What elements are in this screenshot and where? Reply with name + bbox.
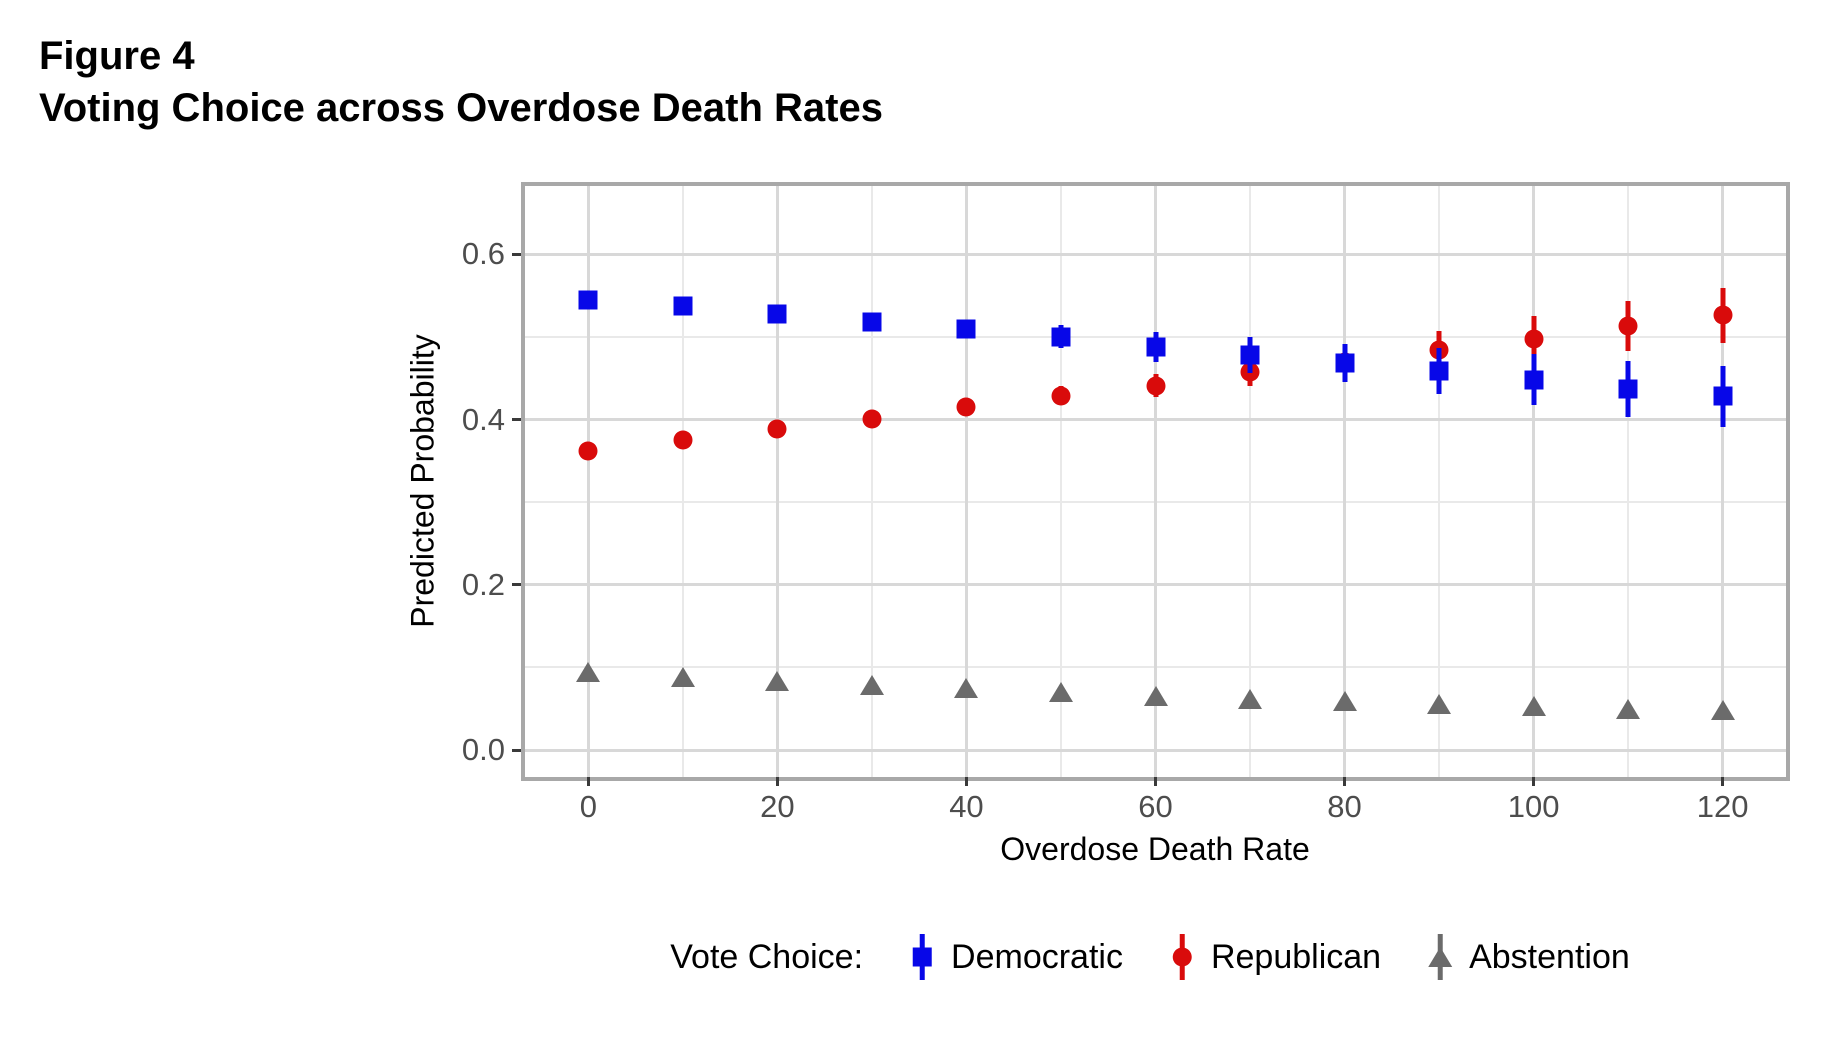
- point-democratic: [1618, 379, 1638, 399]
- y-tick-mark: [512, 418, 521, 421]
- x-tick-mark: [775, 777, 779, 786]
- y-tick-label: 0.0: [461, 732, 505, 768]
- point-democratic: [956, 319, 976, 339]
- gridline-x-major: [775, 186, 779, 777]
- point-abstention: [1048, 682, 1073, 703]
- point-democratic: [1524, 370, 1544, 390]
- x-tick-label: 0: [579, 789, 597, 824]
- y-tick-label: 0.4: [461, 401, 505, 437]
- gridline-x-major: [1532, 186, 1536, 777]
- legend-label: Abstention: [1469, 937, 1630, 976]
- point-democratic: [1240, 345, 1260, 365]
- point-abstention: [670, 666, 695, 687]
- x-tick-label: 40: [949, 789, 984, 824]
- x-tick-mark: [1343, 777, 1347, 786]
- y-tick-mark: [512, 583, 521, 587]
- x-tick-mark: [1154, 777, 1157, 786]
- legend: Vote Choice: Democratic Republican Abstent…: [670, 934, 1630, 980]
- point-democratic: [673, 296, 693, 316]
- gridline-y-major: [525, 748, 1786, 752]
- y-tick-label: 0.2: [461, 566, 505, 602]
- gridline-x-minor: [1059, 186, 1062, 777]
- gridline-y-major: [525, 252, 1786, 256]
- point-democratic: [1051, 327, 1071, 347]
- point-abstention: [576, 662, 601, 683]
- x-tick-label: 120: [1696, 789, 1749, 824]
- point-abstention: [954, 678, 979, 699]
- gridline-x-major: [586, 186, 590, 777]
- legend-item-democratic: Democratic: [909, 934, 1123, 980]
- point-democratic: [767, 304, 787, 324]
- legend-key-triangle: [1427, 934, 1453, 980]
- point-democratic: [862, 312, 882, 332]
- point-republican: [1618, 316, 1638, 336]
- x-tick-label: 100: [1507, 789, 1560, 824]
- x-tick-mark: [964, 777, 968, 786]
- gridline-x-major: [1721, 186, 1725, 777]
- gridline-x-major: [1154, 186, 1157, 777]
- point-republican: [1051, 386, 1071, 406]
- figure-number: Figure 4: [39, 34, 195, 78]
- point-republican: [1713, 305, 1733, 325]
- point-democratic: [1335, 353, 1355, 373]
- legend-label: Democratic: [951, 937, 1123, 976]
- point-abstention: [765, 670, 790, 691]
- gridline-x-minor: [870, 186, 873, 777]
- point-republican: [767, 419, 787, 439]
- legend-triangle-marker: [1428, 947, 1453, 967]
- legend-item-republican: Republican: [1169, 934, 1381, 980]
- point-abstention: [1238, 688, 1263, 709]
- gridline-x-major: [964, 186, 968, 777]
- x-tick-label: 80: [1327, 789, 1362, 824]
- x-tick-mark: [1721, 777, 1725, 786]
- point-republican: [673, 430, 693, 450]
- legend-item-abstention: Abstention: [1427, 934, 1630, 980]
- x-tick-label: 60: [1138, 789, 1173, 824]
- point-abstention: [1332, 691, 1357, 712]
- gridline-x-major: [1343, 186, 1347, 777]
- y-axis-title: Predicted Probability: [404, 334, 441, 628]
- gridline-y-major: [525, 418, 1786, 421]
- point-abstention: [1710, 700, 1735, 721]
- legend-key-square: [909, 934, 935, 980]
- y-tick-mark: [512, 748, 521, 752]
- point-democratic: [1429, 361, 1449, 381]
- x-axis-title: Overdose Death Rate: [1000, 831, 1310, 867]
- gridline-x-minor: [1249, 186, 1252, 777]
- point-democratic: [578, 290, 598, 310]
- x-tick-mark: [586, 777, 590, 786]
- gridline-x-minor: [1627, 186, 1630, 777]
- figure-title: Voting Choice across Overdose Death Rate…: [39, 86, 883, 130]
- point-republican: [1146, 376, 1165, 396]
- point-republican: [1524, 329, 1544, 348]
- gridline-y-major: [525, 583, 1786, 587]
- x-tick-label: 20: [760, 789, 795, 824]
- legend-title: Vote Choice:: [670, 937, 864, 976]
- point-abstention: [859, 674, 884, 695]
- legend-key-circle: [1169, 934, 1195, 980]
- y-tick-mark: [512, 252, 521, 256]
- point-democratic: [1146, 337, 1165, 357]
- point-abstention: [1616, 698, 1641, 719]
- legend-square-marker: [912, 947, 932, 967]
- point-abstention: [1143, 685, 1168, 706]
- legend-circle-marker: [1172, 947, 1192, 967]
- x-tick-mark: [1532, 777, 1536, 786]
- point-abstention: [1427, 693, 1452, 714]
- point-republican: [578, 441, 598, 461]
- gridline-x-minor: [681, 186, 684, 777]
- point-republican: [956, 397, 976, 417]
- point-abstention: [1521, 696, 1546, 717]
- point-democratic: [1713, 386, 1733, 406]
- gridline-x-minor: [1438, 186, 1441, 777]
- y-tick-label: 0.6: [461, 236, 505, 272]
- legend-label: Republican: [1210, 937, 1382, 976]
- point-republican: [862, 409, 882, 429]
